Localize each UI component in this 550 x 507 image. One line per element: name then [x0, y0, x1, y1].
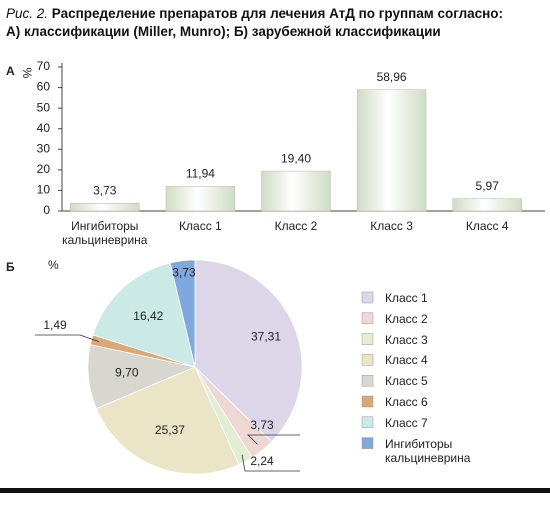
unit-label: %	[48, 258, 59, 272]
legend-swatch	[361, 416, 374, 429]
legend-label: Класс 1	[385, 291, 428, 305]
legend-swatch	[361, 333, 374, 345]
value-label: 58,96	[377, 70, 407, 84]
panel-label: Б	[6, 260, 15, 274]
figure-title: Рис. 2. Распределение препаратов для леч…	[6, 6, 503, 21]
y-tick-label: 70	[37, 59, 51, 73]
legend-label: Класс 6	[385, 395, 428, 409]
bar	[70, 203, 140, 212]
y-tick-label: 50	[37, 100, 51, 114]
bar	[452, 198, 522, 212]
value-label: 11,94	[186, 167, 215, 181]
value-label: 5,97	[476, 179, 500, 193]
legend-swatch	[361, 354, 374, 366]
value-label: 2,24	[250, 454, 274, 468]
bottom-rule	[0, 488, 550, 493]
legend-swatch	[361, 395, 374, 408]
pie-slice	[92, 262, 196, 368]
x-tick-label: Класс 3	[370, 219, 413, 233]
panel-label: А	[6, 64, 15, 78]
legend-label: Класс 2	[385, 311, 428, 326]
figure-label: Рис. 2.	[6, 6, 49, 21]
legend-swatch	[361, 312, 374, 325]
value-label: 19,40	[281, 151, 311, 165]
legend-label: Класс 5	[385, 374, 428, 389]
x-tick-label: Ингибиторы кальциневрина	[62, 219, 148, 247]
legend-swatch	[361, 437, 374, 449]
y-tick-label: 0	[43, 203, 50, 217]
y-tick-label: 20	[37, 162, 51, 176]
value-label: 3,73	[172, 266, 196, 280]
legend-label: Класс 4	[385, 353, 428, 368]
y-tick-label: 60	[37, 80, 51, 94]
value-label: 37,31	[251, 329, 281, 343]
pie-slice	[169, 259, 196, 368]
leader-line	[247, 434, 300, 445]
value-label: 25,37	[155, 423, 185, 437]
value-label: 16,42	[133, 309, 163, 323]
leader-line	[35, 334, 99, 343]
x-tick-label: Класс 1	[179, 219, 222, 233]
value-label: 9,70	[115, 366, 139, 380]
bar	[356, 89, 427, 212]
y-axis-label: %	[20, 68, 34, 79]
x-tick-label: Класс 2	[274, 219, 318, 233]
pie-slice	[194, 259, 303, 443]
legend-label: Класс 3	[385, 332, 428, 347]
value-label: 1,49	[43, 318, 67, 332]
x-tick-label: Класс 4	[465, 219, 509, 233]
legend-label: Ингибиторы кальциневрина	[385, 436, 471, 465]
bar	[165, 186, 236, 212]
leader-line	[241, 454, 300, 472]
value-label: 3,73	[93, 183, 117, 197]
bar	[261, 170, 331, 212]
title-line: Распределение препаратов для лечения АтД…	[51, 6, 504, 21]
legend-label: Класс 7	[385, 415, 428, 430]
legend-swatch	[361, 374, 374, 387]
y-tick-label: 40	[37, 121, 51, 135]
legend-swatch	[361, 291, 374, 304]
value-label: 3,73	[250, 418, 274, 432]
y-tick-label: 10	[37, 183, 51, 197]
y-tick-label: 30	[37, 141, 51, 155]
title-line: А) классификации (Miller, Munro); Б) зар…	[6, 24, 441, 39]
